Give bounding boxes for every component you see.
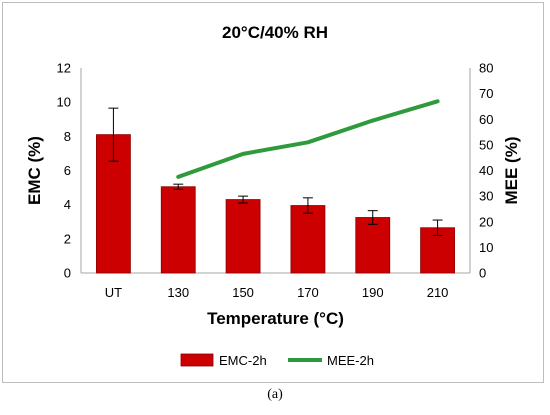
y-left-tick-label: 6 (64, 163, 71, 178)
y-left-tick-label: 12 (57, 61, 71, 76)
x-tick-label: UT (105, 285, 122, 300)
y-left-tick-label: 10 (57, 95, 71, 110)
chart-svg: 20°C/40% RH 0 2 4 6 8 10 12 0 10 20 30 40 50 60 70 80 EMC… (25, 23, 521, 368)
y-left-tick-label: 0 (64, 266, 71, 281)
y-right-tick-label: 0 (479, 266, 486, 281)
y-right-tick-label: 10 (479, 240, 493, 255)
x-tick-label: 170 (297, 285, 319, 300)
y-right-tick-label: 40 (479, 163, 493, 178)
y-right-tick-label: 30 (479, 189, 493, 204)
y-left-axis-label: EMC (%) (25, 136, 44, 205)
x-tick-label: 150 (232, 285, 254, 300)
chart-title: 20°C/40% RH (222, 23, 328, 42)
legend-swatch-emc-2h (180, 353, 214, 367)
legend-label-mee-2h: MEE-2h (327, 353, 374, 368)
figure-caption: (a) (267, 387, 283, 402)
x-tick-label: 130 (167, 285, 189, 300)
x-tick-label: 190 (362, 285, 384, 300)
chart-frame (2, 2, 544, 383)
y-right-tick-label: 50 (479, 137, 493, 152)
bar-emc-2h (355, 217, 391, 274)
y-right-tick-label: 60 (479, 112, 493, 127)
x-axis-label: Temperature (°C) (207, 309, 344, 328)
y-left-tick-label: 2 (64, 231, 71, 246)
line-mee-2h (176, 99, 440, 179)
bar-emc-2h (225, 199, 261, 274)
bar-emc-2h (160, 186, 196, 274)
y-right-tick-label: 20 (479, 214, 493, 229)
x-tick-label: 210 (427, 285, 449, 300)
bar-emc-2h (290, 205, 326, 274)
y-right-tick-label: 70 (479, 86, 493, 101)
y-right-tick-label: 80 (479, 61, 493, 76)
y-left-tick-label: 4 (64, 197, 71, 212)
y-right-axis-label: MEE (%) (502, 137, 521, 205)
legend-label-emc-2h: EMC-2h (219, 353, 267, 368)
y-left-tick-label: 8 (64, 129, 71, 144)
